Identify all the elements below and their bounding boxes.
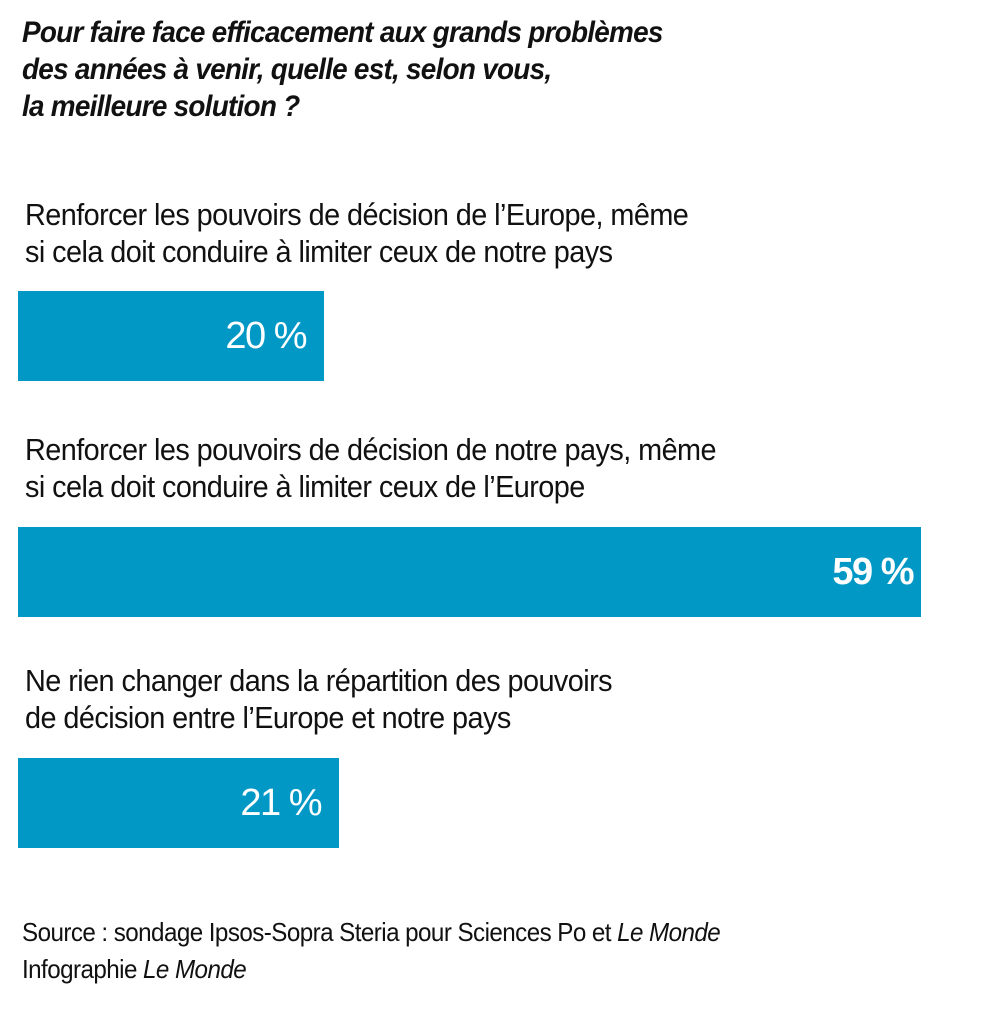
category-label-line: si cela doit conduire à limiter ceux de … <box>25 234 613 269</box>
category-label: Renforcer les pouvoirs de décision de no… <box>25 431 918 505</box>
source-line: Source : sondage Ipsos-Sopra Steria pour… <box>22 914 721 951</box>
bar-value-label: 20 % <box>225 315 307 357</box>
source-publication: Le Monde <box>617 917 721 947</box>
bar-national: 59 % <box>18 527 921 617</box>
credit-publication: Le Monde <box>143 954 247 984</box>
chart-title-line: des années à venir, quelle est, selon vo… <box>22 53 552 86</box>
chart-title: Pour faire face efficacement aux grands … <box>22 14 896 125</box>
bar-value-label: 59 % <box>832 551 914 593</box>
credit-text: Infographie <box>22 954 144 984</box>
source-text: Source : sondage Ipsos-Sopra Steria pour… <box>22 917 618 947</box>
bar-europe: 20 % <box>18 291 324 381</box>
chart-title-line: Pour faire face efficacement aux grands … <box>22 16 663 49</box>
bar-no-change: 21 % <box>18 758 339 848</box>
category-label-line: si cela doit conduire à limiter ceux de … <box>25 469 585 504</box>
source-footer: Source : sondage Ipsos-Sopra Steria pour… <box>22 914 721 988</box>
chart-title-line: la meilleure solution ? <box>22 90 300 123</box>
bar-value-label: 21 % <box>240 782 322 824</box>
category-label-line: Renforcer les pouvoirs de décision de no… <box>25 432 717 467</box>
category-label-line: de décision entre l’Europe et notre pays <box>25 700 511 735</box>
credit-line: Infographie Le Monde <box>22 951 720 988</box>
category-label: Renforcer les pouvoirs de décision de l’… <box>25 196 918 270</box>
category-label-line: Renforcer les pouvoirs de décision de l’… <box>25 197 689 232</box>
category-label-line: Ne rien changer dans la répartition des … <box>25 663 613 698</box>
category-label: Ne rien changer dans la répartition des … <box>25 662 918 736</box>
